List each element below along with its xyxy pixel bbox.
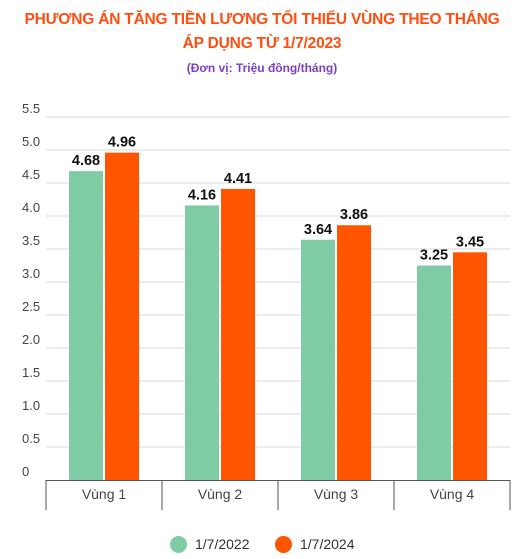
y-tick-label: 2.0 [22,332,40,347]
y-tick-label: 4.0 [22,200,40,215]
value-label: 4.16 [188,187,216,203]
bar-2022 [185,205,219,480]
legend-item-2022[interactable]: 1/7/2022 [170,532,250,556]
bar-chart: 00.51.01.52.02.53.03.54.04.55.05.5 4.684… [22,101,511,510]
x-tick-label: Vùng 4 [430,486,475,502]
value-label: 3.45 [456,234,484,250]
x-tick-label: Vùng 1 [82,486,127,502]
bars [69,152,487,480]
x-axis: Vùng 1 Vùng 2 Vùng 3 Vùng 4 [45,480,511,510]
bar-2024 [337,225,371,480]
legend-item-2024[interactable]: 1/7/2024 [275,532,355,556]
bar-2024 [221,188,255,480]
legend: 1/7/2022 1/7/2024 [0,532,524,556]
bar-2024 [453,252,487,480]
value-labels: 4.68 4.16 3.64 3.25 4.96 4.41 3.86 3.45 [72,135,484,264]
value-label: 4.96 [108,135,136,151]
y-tick-label: 3.0 [22,266,40,281]
value-label: 4.41 [224,171,252,187]
y-tick-label: 0.5 [22,431,40,446]
bar-2022 [417,265,451,480]
y-tick-label: 1.5 [22,365,40,380]
legend-label-2022: 1/7/2022 [195,536,250,552]
value-label: 4.68 [72,153,100,169]
legend-swatch-2022 [170,535,187,553]
y-tick-label: 3.5 [22,233,40,248]
y-tick-label: 0 [22,464,29,479]
legend-label-2024: 1/7/2024 [300,536,355,552]
chart-subtitle: (Đơn vị: Triệu đồng/tháng) [186,61,338,75]
y-tick-label: 5.0 [22,134,40,149]
bar-2022 [69,171,103,480]
x-tick-label: Vùng 2 [198,486,243,502]
bar-2022 [301,239,335,480]
y-tick-label: 4.5 [22,167,40,182]
value-label: 3.86 [340,207,368,223]
bar-2024 [105,152,139,480]
x-tick-label: Vùng 3 [314,486,359,502]
legend-swatch-2024 [275,535,292,553]
value-label: 3.25 [420,248,448,264]
y-tick-label: 1.0 [22,398,40,413]
value-label: 3.64 [304,222,332,238]
chart-title-line-2: ÁP DỤNG TỪ 1/7/2023 [182,35,342,52]
y-tick-label: 2.5 [22,299,40,314]
y-axis-ticks: 0 0.5 1.0 1.5 2.0 2.5 3.0 3.5 4.0 4.5 5.0 5.5 [22,101,40,479]
chart-title-line-1: PHƯƠNG ÁN TĂNG TIỀN LƯƠNG TỐI THIỂU VÙNG… [24,11,500,28]
y-tick-label: 5.5 [22,101,40,116]
